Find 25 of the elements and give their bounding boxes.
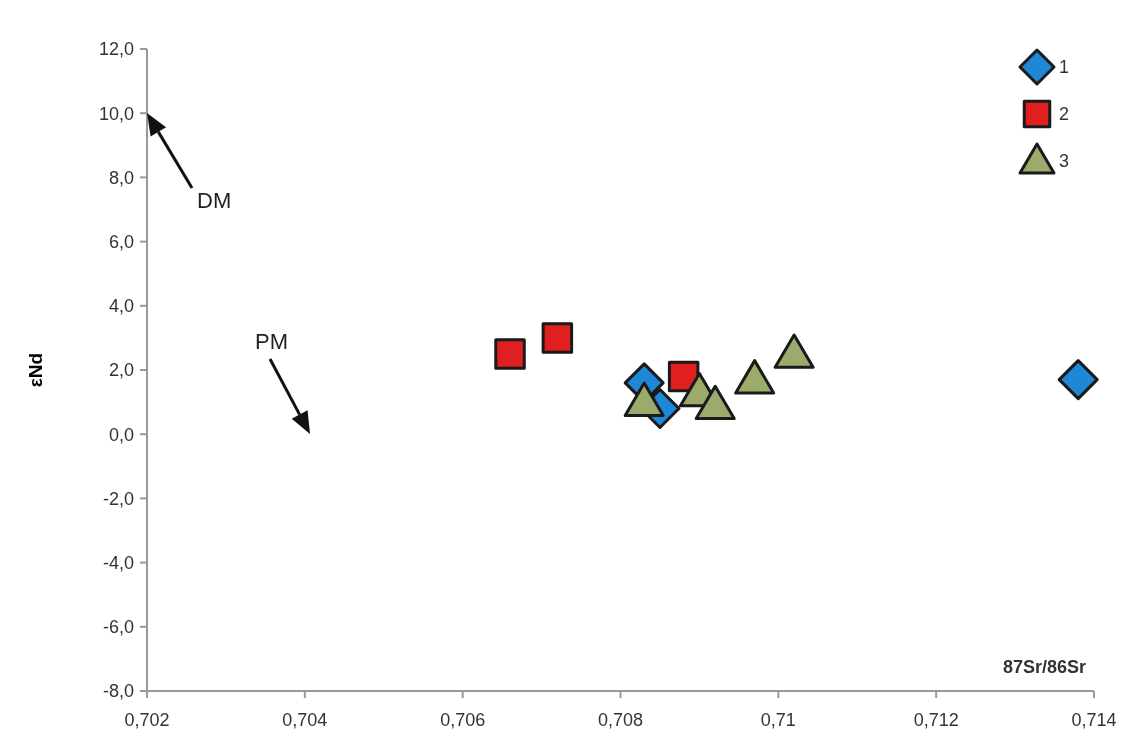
y-tick-label: 2,0	[108, 360, 134, 381]
legend-label: 3	[1059, 151, 1070, 172]
x-tick-label: 0,708	[597, 710, 644, 730]
annotation: PM	[255, 329, 288, 354]
legend-label: 1	[1059, 57, 1070, 78]
x-tick-label: 0,704	[282, 710, 328, 730]
x-tick-label: 0,702	[124, 710, 170, 730]
x-tick-label: 0,71	[760, 710, 796, 730]
y-axis-title: εNd	[25, 352, 46, 388]
y-tick-label: 10,0	[98, 103, 134, 124]
y-tick-label: 6,0	[108, 231, 134, 252]
x-axis-title: 87Sr/86Sr	[1002, 657, 1086, 677]
y-tick-label: -4,0	[102, 552, 134, 573]
legend-label: 2	[1059, 104, 1070, 125]
y-tick-label: 4,0	[108, 296, 134, 317]
y-tick-label: -2,0	[102, 488, 134, 509]
x-tick-label: 0,714	[1071, 710, 1117, 730]
y-tick-label: 0,0	[108, 424, 134, 445]
y-tick-label: 8,0	[108, 167, 134, 188]
x-tick-label: 0,706	[440, 710, 486, 730]
x-tick-label: 0,712	[913, 710, 959, 730]
y-tick-label: -6,0	[102, 617, 134, 638]
y-tick-label: -8,0	[102, 681, 134, 702]
annotation: DM	[197, 188, 232, 213]
y-tick-label: 12,0	[98, 39, 134, 60]
